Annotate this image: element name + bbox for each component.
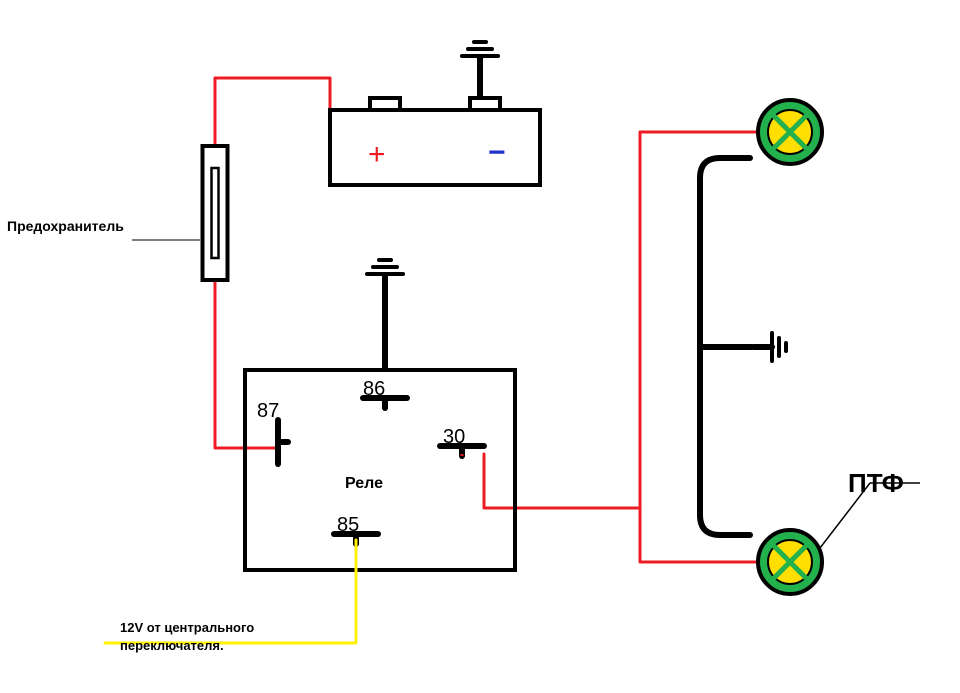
wire-split-to-bottom-lamp <box>640 508 700 562</box>
pin87-label: 87 <box>257 400 279 423</box>
switch12v-line1: 12V от центрального <box>120 620 254 635</box>
fuse-label: Предохранитель <box>7 218 124 234</box>
pin85-label: 85 <box>337 514 359 537</box>
pin86-label: 86 <box>363 378 385 401</box>
battery-box <box>330 110 540 185</box>
fuse-outer <box>203 146 228 280</box>
wire-battery-to-fuse <box>215 78 330 148</box>
switch12v-line2: переключателя. <box>120 638 224 653</box>
ptf-label: ПТФ <box>848 468 904 499</box>
pin30-label: 30 <box>443 426 465 449</box>
relay-label: Реле <box>345 475 383 493</box>
battery-minus: − <box>488 136 506 170</box>
battery-plus: + <box>368 138 386 172</box>
